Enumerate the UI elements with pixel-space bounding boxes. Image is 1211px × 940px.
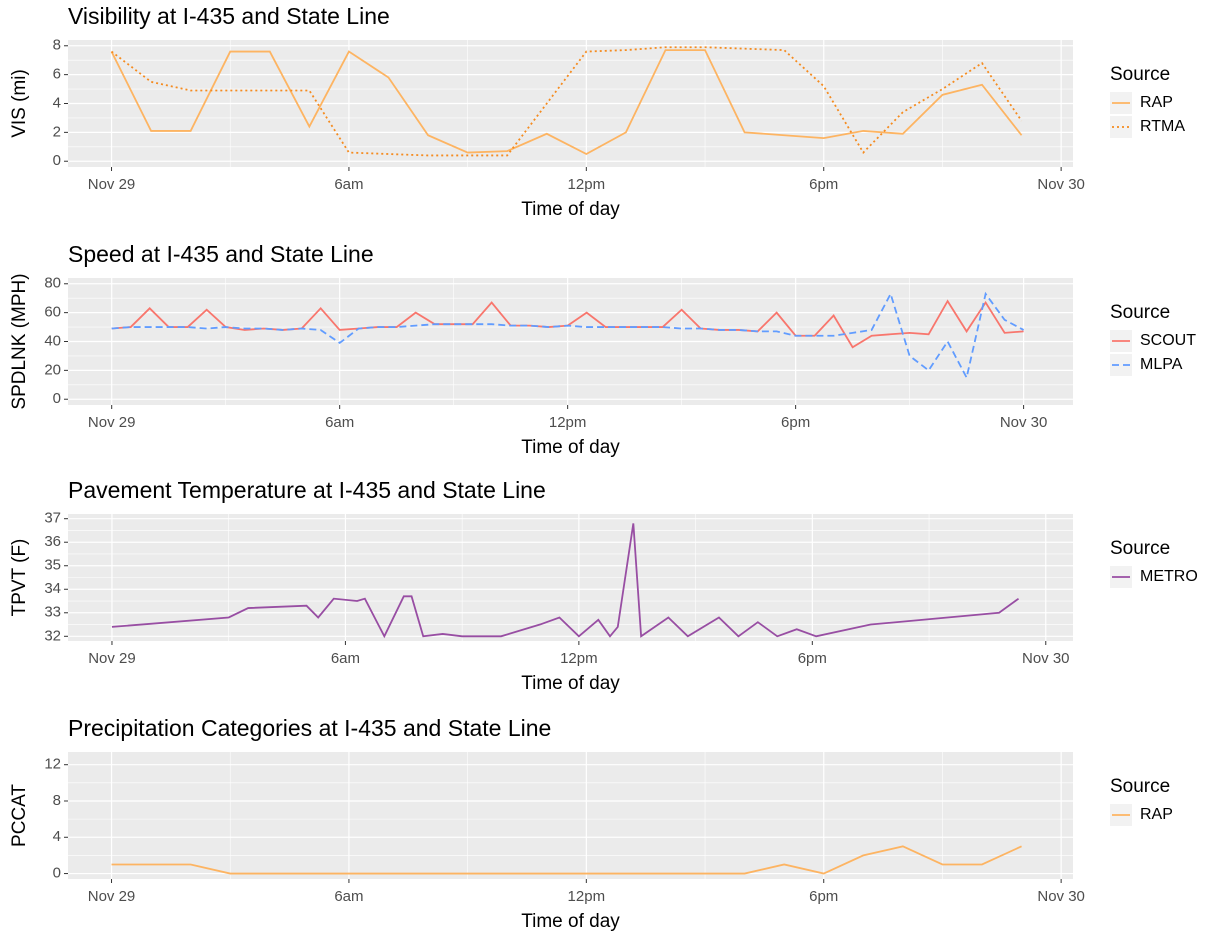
x-tick-label: Nov 29 (88, 414, 136, 431)
y-tick-label: 36 (44, 533, 61, 550)
y-tick-label: 32 (44, 627, 61, 644)
x-tick-label: 6pm (781, 414, 810, 431)
x-axis-title: Time of day (521, 199, 620, 220)
data-line (111, 845, 1022, 875)
legend-label: MLPA (1140, 356, 1183, 373)
y-tick-label: 8 (53, 37, 61, 54)
plot-panel (68, 752, 1073, 879)
y-axis-title: PCCAT (9, 784, 30, 847)
y-axis-title: TPVT (F) (9, 539, 30, 617)
y-tick-label: 0 (53, 390, 61, 407)
x-tick-label: Nov 29 (88, 650, 136, 667)
y-tick-label: 40 (44, 332, 61, 349)
y-tick-label: 60 (44, 304, 61, 321)
x-tick-label: 6am (325, 414, 354, 431)
x-tick-label: 6pm (798, 650, 827, 667)
y-tick-label: 35 (44, 557, 61, 574)
legend-title: Source (1110, 538, 1170, 559)
y-tick-label: 20 (44, 361, 61, 378)
y-tick-label: 0 (53, 152, 61, 169)
legend-key (1110, 116, 1132, 138)
legend-label: RAP (1140, 806, 1173, 823)
x-tick-label: Nov 30 (1037, 888, 1085, 905)
legend-label: RAP (1140, 94, 1173, 111)
y-tick-label: 12 (44, 756, 61, 773)
x-tick-label: 12pm (560, 650, 598, 667)
chart-title: Speed at I-435 and State Line (68, 241, 374, 267)
x-axis-title: Time of day (521, 437, 620, 458)
data-line (110, 49, 1023, 156)
y-tick-label: 2 (53, 123, 61, 140)
y-tick-label: 80 (44, 275, 61, 292)
y-tick-label: 4 (53, 94, 61, 111)
legend-key (1110, 354, 1132, 376)
legend-label: SCOUT (1140, 332, 1196, 349)
x-tick-label: Nov 29 (88, 888, 136, 905)
x-axis-title: Time of day (521, 673, 620, 694)
legend-title: Source (1110, 302, 1170, 323)
legend-title: Source (1110, 776, 1170, 797)
y-axis-title: VIS (mi) (9, 69, 30, 138)
x-tick-label: 12pm (549, 414, 587, 431)
x-tick-label: 6pm (809, 888, 838, 905)
y-tick-label: 37 (44, 510, 61, 527)
data-line (111, 523, 1020, 639)
legend-title: Source (1110, 64, 1170, 85)
legend-label: METRO (1140, 568, 1198, 585)
x-tick-label: Nov 30 (1022, 650, 1070, 667)
x-tick-label: 6am (334, 176, 363, 193)
chart-title: Pavement Temperature at I-435 and State … (68, 477, 546, 503)
y-tick-label: 6 (53, 66, 61, 83)
x-tick-label: Nov 30 (1000, 414, 1048, 431)
y-tick-label: 0 (53, 865, 61, 882)
y-tick-label: 33 (44, 604, 61, 621)
x-tick-label: 6pm (809, 176, 838, 193)
legend-label: RTMA (1140, 118, 1185, 135)
chart-title: Precipitation Categories at I-435 and St… (68, 715, 551, 741)
y-tick-label: 8 (53, 792, 61, 809)
y-tick-label: 4 (53, 828, 61, 845)
chart-title: Visibility at I-435 and State Line (68, 3, 390, 29)
x-tick-label: Nov 29 (88, 176, 136, 193)
x-tick-label: 12pm (568, 888, 606, 905)
y-tick-label: 34 (44, 580, 61, 597)
y-axis-title: SPDLNK (MPH) (9, 273, 30, 409)
x-axis-title: Time of day (521, 911, 620, 932)
data-line (111, 291, 1025, 381)
x-tick-label: 12pm (568, 176, 606, 193)
x-tick-label: Nov 30 (1037, 176, 1085, 193)
x-tick-label: 6am (334, 888, 363, 905)
x-tick-label: 6am (331, 650, 360, 667)
